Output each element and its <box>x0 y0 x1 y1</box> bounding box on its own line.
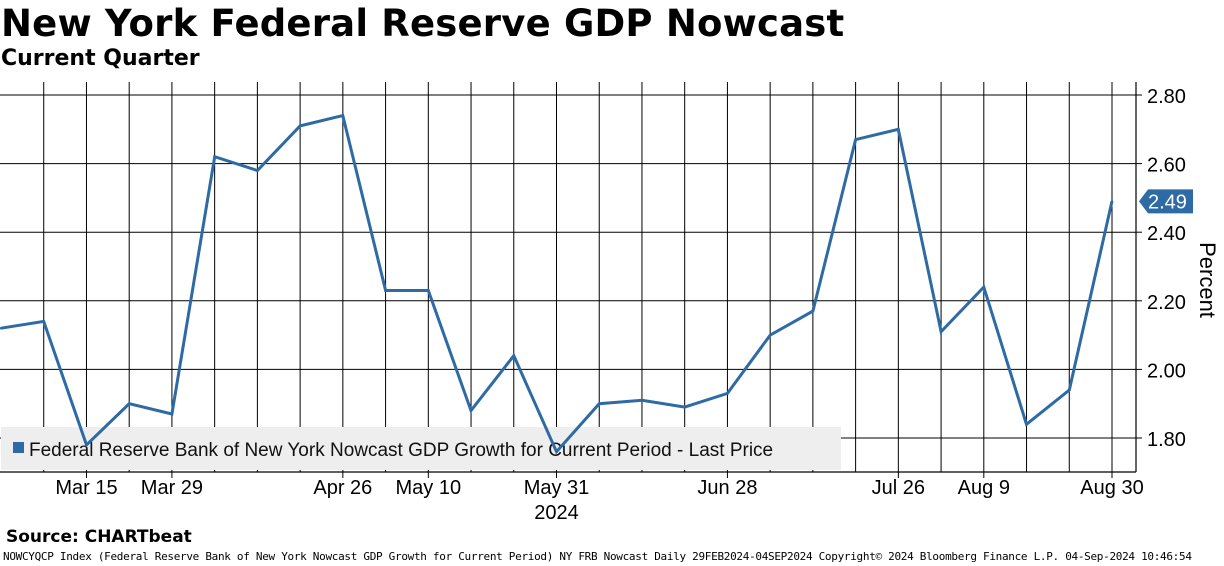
x-tick-label: Jul 26 <box>872 477 925 499</box>
data-point <box>427 289 430 292</box>
data-point <box>512 354 515 357</box>
y-tick-label: 1.80 <box>1147 429 1186 451</box>
chart-subtitle: Current Quarter <box>1 46 200 71</box>
data-point <box>640 399 644 402</box>
legend-background <box>1 427 841 470</box>
tick-labels: 1.80 2.00 2.20 2.40 2.60 2.80 Mar 15 Mar 29 Apr … <box>55 86 1186 499</box>
y-tick-label: 2.00 <box>1147 360 1186 382</box>
data-point <box>85 443 88 447</box>
x-axis-year-label: 2024 <box>534 502 579 524</box>
last-price-marker: 2.49 <box>1139 189 1193 214</box>
x-tick-label: Mar 15 <box>55 477 117 499</box>
last-price-tag <box>1139 189 1193 214</box>
footer-copyright: NOWCYQCP Index (Federal Reserve Bank of … <box>3 550 1192 563</box>
x-tick-label: Apr 26 <box>313 477 372 499</box>
y-tick-label: 2.40 <box>1147 223 1186 245</box>
x-tick-label: Jun 28 <box>697 477 757 499</box>
data-point <box>256 169 259 172</box>
x-tick-label: Mar 29 <box>141 477 203 499</box>
series-layer <box>0 113 1114 455</box>
y-axis-label: Percent <box>1195 242 1220 318</box>
data-point <box>1068 388 1071 392</box>
x-tick-label: Aug 9 <box>958 477 1010 499</box>
data-point <box>982 285 986 289</box>
data-point <box>811 309 815 313</box>
data-point <box>127 402 131 405</box>
legend-label: Federal Reserve Bank of New York Nowcast… <box>29 440 773 461</box>
data-point <box>939 330 943 333</box>
x-tick-label: May 31 <box>524 477 590 499</box>
data-point <box>341 114 345 117</box>
x-tick-label: May 10 <box>396 477 462 499</box>
data-point <box>598 402 601 405</box>
data-point <box>1025 423 1028 426</box>
data-point <box>469 409 473 412</box>
legend: Federal Reserve Bank of New York Nowcast… <box>1 427 841 470</box>
y-tick-label: 2.60 <box>1147 155 1186 177</box>
last-price-label: 2.49 <box>1148 191 1187 213</box>
data-point <box>854 138 857 141</box>
data-point <box>897 128 900 131</box>
data-point <box>768 333 772 337</box>
data-point <box>384 289 387 292</box>
data-point <box>298 124 302 128</box>
chart-title: New York Federal Reserve GDP Nowcast <box>1 2 845 45</box>
data-point <box>1110 200 1114 203</box>
x-tick-label: Aug 30 <box>1080 477 1143 499</box>
data-point <box>555 450 558 453</box>
axes <box>0 82 1142 478</box>
data-point <box>0 327 3 330</box>
data-point <box>683 405 686 409</box>
data-point <box>42 320 45 323</box>
y-tick-label: 2.20 <box>1147 292 1186 314</box>
y-tick-label: 2.80 <box>1147 86 1186 108</box>
data-point <box>213 155 216 158</box>
source-note: Source: CHARTbeat <box>6 527 192 547</box>
legend-swatch <box>13 442 24 453</box>
data-point <box>170 412 174 416</box>
data-point <box>726 392 729 395</box>
